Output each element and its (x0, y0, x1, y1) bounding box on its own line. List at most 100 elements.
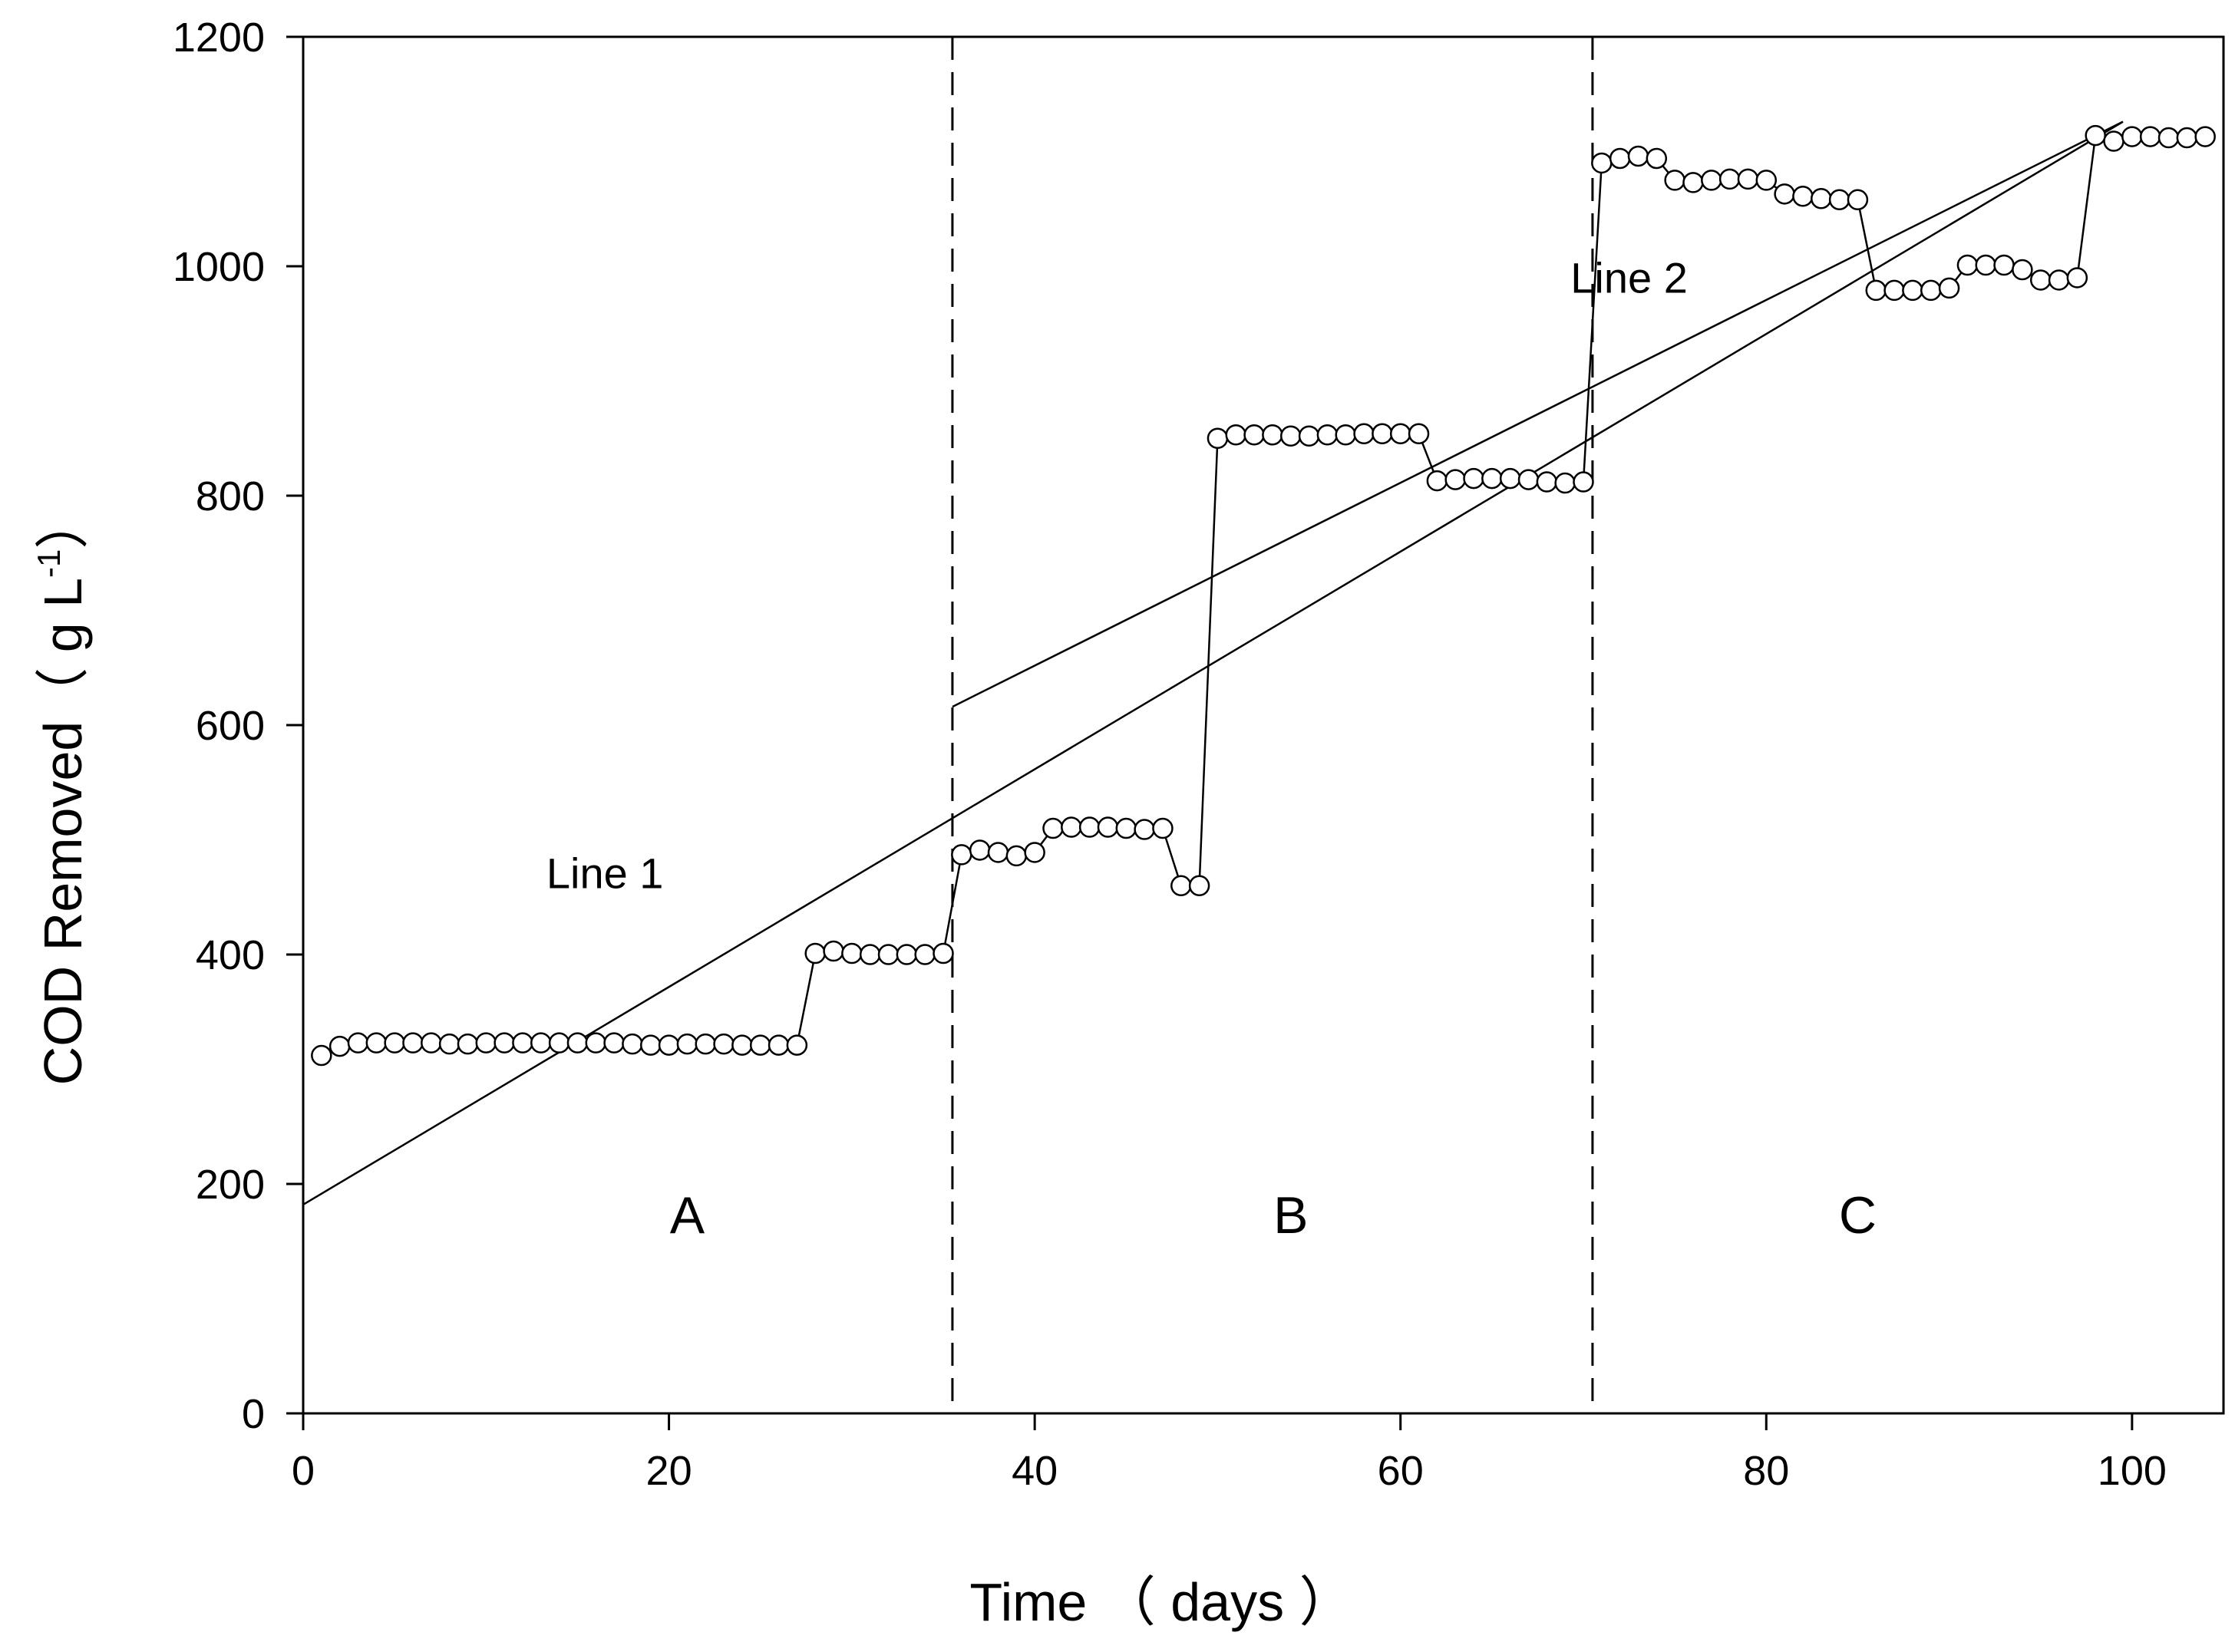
y-tick-label: 600 (196, 703, 265, 749)
data-point (2029, 269, 2052, 291)
data-point (347, 1032, 369, 1054)
data-point (1902, 279, 1923, 302)
data-point (494, 1032, 515, 1054)
y-axis-title-main: COD Removed（ g L (33, 578, 93, 1085)
data-point (768, 1034, 790, 1056)
data-point (1664, 170, 1685, 191)
trend-line (302, 120, 2124, 1205)
x-tick-label: 0 (292, 1448, 315, 1494)
data-point (914, 944, 936, 965)
data-point (969, 839, 991, 861)
data-point (1774, 183, 1795, 205)
data-point (475, 1032, 497, 1054)
data-point (1463, 467, 1484, 490)
x-tick-label: 100 (2098, 1448, 2167, 1494)
data-point (786, 1034, 808, 1056)
data-point (585, 1032, 607, 1054)
data-point (328, 1035, 351, 1057)
data-point (1042, 817, 1064, 839)
data-point (933, 942, 954, 964)
y-tick-label: 1200 (173, 15, 265, 61)
data-point (1279, 425, 1302, 447)
data-point (1975, 254, 1996, 276)
data-point (1938, 277, 1960, 299)
data-point (2085, 124, 2106, 147)
data-point (1920, 279, 1942, 302)
data-point (311, 1044, 332, 1067)
data-point (457, 1033, 479, 1055)
data-point (2176, 127, 2198, 149)
data-point (1554, 472, 1576, 494)
data-point (1225, 424, 1247, 446)
data-point (658, 1034, 680, 1056)
data-point (1426, 470, 1448, 492)
data-point (512, 1032, 533, 1054)
data-point (749, 1034, 771, 1056)
trend-line-label: Line 2 (1570, 253, 1688, 302)
data-series (311, 124, 2216, 1067)
y-tick-label: 0 (242, 1391, 265, 1437)
y-tick-label: 1000 (173, 244, 265, 290)
data-point (1828, 189, 1850, 211)
data-point (841, 942, 863, 964)
region-label: C (1839, 1186, 1877, 1245)
data-point (1061, 816, 1082, 838)
data-point (1627, 145, 1649, 167)
data-point (987, 842, 1009, 863)
x-tick-label: 80 (1743, 1448, 1789, 1494)
x-tick-label: 60 (1378, 1448, 1424, 1494)
data-point (1152, 817, 1174, 839)
data-point (823, 940, 844, 962)
data-point (877, 944, 900, 965)
y-tick-label: 800 (196, 473, 265, 519)
data-point (622, 1033, 643, 1055)
data-point (2157, 127, 2180, 149)
data-point (1811, 188, 1832, 209)
x-tick-label: 40 (1012, 1448, 1058, 1494)
data-point (1170, 875, 1192, 897)
data-point (2139, 126, 2161, 147)
y-axis-title-end: ） (33, 496, 93, 549)
data-point (1956, 254, 1979, 276)
data-point (2048, 269, 2070, 291)
data-point (1517, 469, 1540, 490)
data-point (1389, 423, 1411, 445)
data-point (1646, 147, 1668, 170)
phase-dividers (951, 37, 1594, 1413)
data-point (713, 1033, 735, 1055)
data-point (1591, 152, 1613, 174)
x-axis-title: Time （ days ） (969, 1572, 1352, 1632)
data-point (1865, 279, 1887, 302)
data-point (1335, 424, 1356, 446)
data-point (603, 1032, 625, 1054)
data-point (676, 1033, 698, 1055)
y-tick-label: 200 (196, 1162, 265, 1208)
trend-line-label: Line 1 (546, 849, 664, 897)
data-point (384, 1032, 405, 1054)
data-point (1262, 424, 1283, 446)
y-tick-label: 400 (196, 932, 265, 978)
data-point (2012, 259, 2033, 281)
data-point (1243, 424, 1265, 446)
data-point (566, 1032, 589, 1054)
data-point (731, 1034, 753, 1056)
data-point (548, 1032, 570, 1054)
data-point (2194, 126, 2216, 147)
data-point (1737, 168, 1759, 190)
data-point (804, 942, 826, 964)
x-tick-label: 20 (646, 1448, 692, 1494)
data-point (1536, 471, 1558, 493)
data-point (1207, 427, 1229, 449)
data-point (530, 1032, 552, 1054)
data-point (951, 844, 972, 866)
data-point (859, 944, 881, 965)
data-point (1993, 254, 2015, 276)
data-point (402, 1032, 424, 1054)
data-point (1718, 168, 1741, 190)
data-point (1499, 467, 1521, 490)
data-point (1755, 170, 1778, 191)
data-point (1701, 170, 1722, 191)
data-point (2066, 267, 2088, 289)
